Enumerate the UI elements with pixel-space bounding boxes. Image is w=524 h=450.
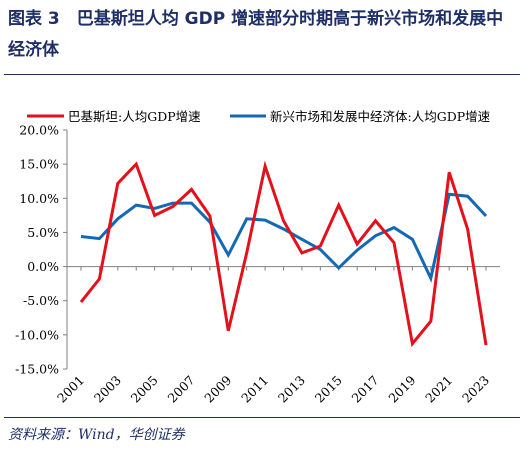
title-divider — [4, 74, 520, 75]
legend-label-pakistan: 巴基斯坦:人均GDP增速 — [68, 109, 201, 124]
series-line-emerging — [80, 192, 488, 283]
y-tick-label: 10.0% — [19, 191, 59, 206]
series-line-pakistan — [79, 160, 488, 348]
y-tick-label: -15.0% — [15, 362, 59, 377]
x-tick-label: 2021 — [422, 373, 455, 406]
x-tick-label: 2007 — [164, 372, 197, 405]
x-tick-label: 2015 — [312, 373, 345, 406]
x-tick-label: 2009 — [201, 372, 234, 405]
axes — [63, 129, 500, 370]
x-tick-label: 2003 — [91, 372, 124, 405]
x-tick-label: 2011 — [238, 373, 271, 406]
x-tick-label: 2001 — [54, 373, 87, 406]
y-tick-label: 0.0% — [27, 259, 59, 274]
series-lines — [79, 160, 488, 348]
y-tick-label: 5.0% — [27, 225, 59, 240]
y-tick-label: 20.0% — [19, 123, 59, 138]
figure-title: 图表 3 巴基斯坦人均 GDP 增速部分时期高于新兴市场和发展中经济体 — [8, 9, 504, 60]
x-tick-label: 2017 — [349, 372, 382, 405]
x-axis-labels: 2001 2003 2005 2007 2009 2011 2013 2015 2017 2019… — [54, 372, 492, 405]
y-tick-label: -10.0% — [15, 327, 59, 342]
y-axis-labels: 20.0% 15.0% 10.0% 5.0% 0.0% -5.0% -10.0% -15.0% — [15, 123, 59, 377]
x-tick-label: 2005 — [128, 373, 161, 406]
source-divider — [4, 417, 520, 418]
x-tick-label: 2019 — [385, 372, 418, 405]
legend: 巴基斯坦:人均GDP增速 新兴市场和发展中经济体:人均GDP增速 — [27, 109, 491, 124]
source-note: 资料来源：Wind，华创证券 — [8, 427, 185, 443]
x-tick-label: 2023 — [459, 372, 492, 405]
x-tick-label: 2013 — [275, 372, 308, 405]
y-tick-label: -5.0% — [23, 293, 59, 308]
legend-label-emerging: 新兴市场和发展中经济体:人均GDP增速 — [270, 109, 491, 124]
y-tick-label: 15.0% — [19, 157, 59, 172]
